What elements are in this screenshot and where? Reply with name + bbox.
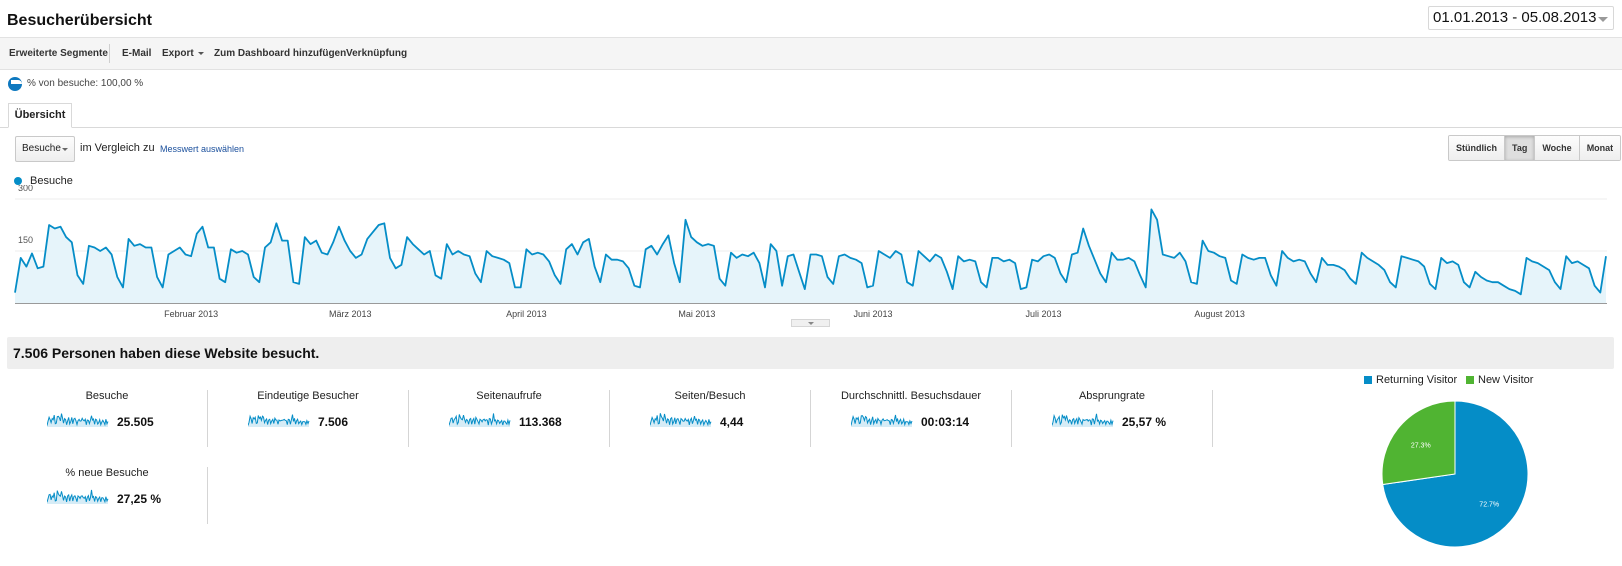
legend-dot-icon — [14, 177, 22, 185]
pie-slice-label: 27.3% — [1411, 442, 1431, 449]
stat-value: 25,57 % — [1122, 415, 1167, 429]
select-metric-link[interactable]: Messwert auswählen — [160, 144, 245, 154]
granularity-week-button[interactable]: Woche — [1534, 136, 1579, 160]
sparkline — [1051, 413, 1114, 427]
pie-legend-label: New Visitor — [1478, 374, 1534, 386]
granularity-month-button[interactable]: Monat — [1578, 136, 1621, 160]
x-tick-label: Juni 2013 — [853, 309, 892, 319]
advanced-segments-button[interactable]: Erweiterte Segmente — [9, 48, 108, 59]
visits-line-chart: 300 150 Februar 2013 März 2013 April 2013 Mai… — [14, 185, 1607, 319]
stat-4[interactable]: Seiten/Besuch 4,44 — [610, 390, 810, 446]
stat-sparkline — [46, 412, 109, 431]
chevron-down-icon — [1598, 17, 1608, 22]
visitor-type-pie-chart: 72.7% 27.3% — [1381, 400, 1529, 548]
granularity-switch: Stündlich Tag Woche Monat — [1448, 135, 1622, 161]
tab-overview[interactable]: Übersicht — [8, 103, 72, 128]
x-tick-label: August 2013 — [1194, 309, 1245, 319]
stat-5[interactable]: Durchschnittl. Besuchsdauer 00:03:14 — [811, 390, 1011, 446]
pie-slice-new-visitor[interactable] — [1381, 400, 1456, 486]
stat-value: 113.368 — [519, 415, 562, 429]
add-to-dashboard-button[interactable]: Zum Dashboard hinzufügen — [214, 48, 347, 59]
legend-swatch-icon — [1466, 376, 1474, 384]
y-tick-label: 300 — [18, 185, 33, 193]
stat-2[interactable]: Eindeutige Besucher 7.506 — [208, 390, 408, 446]
sparkline — [46, 413, 109, 427]
y-tick-label: 150 — [18, 235, 33, 245]
segment-label: % von besuche: 100,00 % — [27, 78, 144, 89]
stat-value: 4,44 — [720, 415, 744, 429]
granularity-hourly-button[interactable]: Stündlich — [1449, 136, 1504, 160]
compare-label: im Vergleich zu — [80, 142, 155, 154]
date-range-picker[interactable]: 01.01.2013 - 05.08.2013 — [1428, 6, 1614, 30]
stat-divider — [1011, 390, 1012, 447]
stat-divider — [207, 467, 208, 524]
segment-pie-icon — [8, 77, 22, 91]
chevron-down-icon — [62, 148, 68, 151]
stat-6[interactable]: Absprungrate 25,57 % — [1012, 390, 1212, 446]
metric-dropdown[interactable]: Besuche — [15, 136, 75, 162]
legend-series-name: Besuche — [30, 175, 73, 187]
email-button[interactable]: E-Mail — [122, 48, 152, 59]
stat-sparkline — [247, 412, 310, 431]
sparkline — [850, 414, 913, 427]
stat-divider — [609, 390, 610, 447]
tab-divider — [0, 127, 1622, 128]
stat-name: Seitenaufrufe — [476, 390, 542, 402]
shortcut-button[interactable]: Verknüpfung — [346, 48, 408, 59]
x-tick-label: Februar 2013 — [164, 309, 218, 319]
granularity-day-button[interactable]: Tag — [1504, 136, 1535, 160]
legend-swatch-icon — [1364, 376, 1372, 384]
stat-value: 27,25 % — [117, 492, 162, 506]
stat-value: 25.505 — [117, 415, 154, 429]
stat-1[interactable]: Besuche 25.505 — [7, 390, 207, 446]
stat-name: Eindeutige Besucher — [257, 390, 359, 402]
stat-divider — [207, 390, 208, 447]
stat-sparkline — [1051, 412, 1114, 431]
export-button[interactable]: Export — [162, 38, 204, 69]
sparkline — [46, 489, 109, 504]
stat-sparkline — [46, 489, 109, 508]
export-label: Export — [162, 48, 194, 59]
stat-name: Seiten/Besuch — [674, 390, 746, 402]
summary-bar: 7.506 Personen haben diese Website besuc… — [7, 337, 1614, 369]
stat-value: 7.506 — [318, 415, 349, 429]
chart-collapse-handle[interactable] — [791, 319, 830, 327]
sparkline — [247, 414, 310, 427]
stat-divider — [408, 390, 409, 447]
stat-name: Absprungrate — [1078, 390, 1146, 402]
stat-sparkline — [448, 412, 511, 431]
sparkline — [448, 413, 511, 427]
stat-value: 00:03:14 — [921, 415, 970, 429]
report-toolbar: Erweiterte Segmente E-Mail Export Zum Da… — [0, 37, 1622, 70]
stat-name: Durchschnittl. Besuchsdauer — [840, 390, 981, 402]
x-tick-label: März 2013 — [329, 309, 372, 319]
stat-7[interactable]: % neue Besuche 27,25 % — [7, 467, 207, 523]
stat-divider — [1212, 390, 1213, 447]
stat-sparkline — [850, 412, 913, 431]
sparkline — [649, 413, 712, 427]
stat-3[interactable]: Seitenaufrufe 113.368 — [409, 390, 609, 446]
pie-slice-label: 72.7% — [1479, 502, 1499, 509]
summary-headline: 7.506 Personen haben diese Website besuc… — [13, 345, 320, 361]
date-range-value: 01.01.2013 - 05.08.2013 — [1433, 9, 1597, 26]
stat-sparkline — [649, 412, 712, 431]
pie-legend-label: Returning Visitor — [1376, 374, 1458, 386]
chevron-down-icon — [197, 51, 204, 55]
toolbar-divider — [109, 44, 110, 63]
x-tick-label: April 2013 — [506, 309, 547, 319]
x-tick-label: Juli 2013 — [1025, 309, 1061, 319]
page-title: Besucherübersicht — [7, 12, 152, 29]
stat-name: Besuche — [85, 390, 129, 402]
series-line-besuche[interactable] — [14, 208, 1607, 296]
metric-dropdown-value: Besuche — [22, 143, 61, 154]
x-tick-label: Mai 2013 — [678, 309, 715, 319]
stat-name: % neue Besuche — [65, 467, 149, 479]
stat-divider — [810, 390, 811, 447]
